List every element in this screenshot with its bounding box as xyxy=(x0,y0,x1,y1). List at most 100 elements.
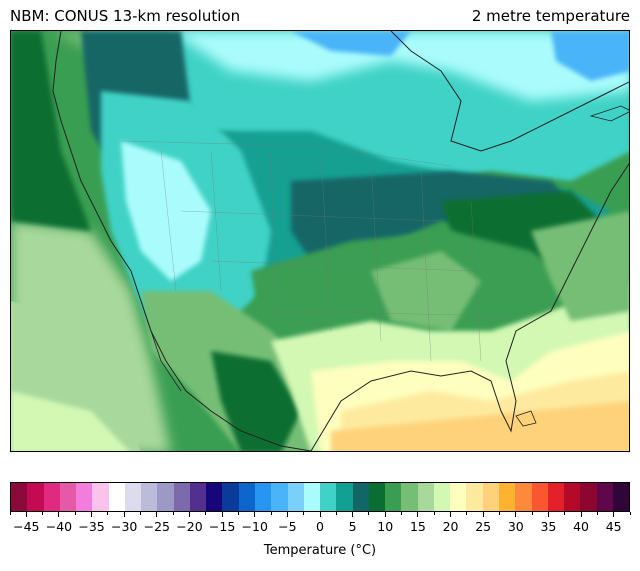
colorbar-swatch xyxy=(189,483,207,511)
colorbar-ticks: −45 −40 −35 −30 −25 −20 −15 −10 −5 0 5 10 15 20 25 30 35… xyxy=(9,512,631,536)
state-borders xyxy=(120,140,512,362)
map-canvas xyxy=(11,31,629,451)
mountain-snow-band xyxy=(121,141,211,281)
colorbar-tick xyxy=(433,512,435,515)
colorbar-swatch xyxy=(401,483,418,511)
colorbar-swatch xyxy=(173,483,190,511)
colorbar-tick-label: 10 xyxy=(377,519,394,534)
colorbar-tick xyxy=(531,512,533,515)
colorbar-tick xyxy=(417,512,419,517)
central-light-green-band xyxy=(371,251,481,331)
colorbar-tick xyxy=(254,512,256,517)
great-lakes-dark-band xyxy=(291,171,581,261)
colorbar-tick xyxy=(596,512,598,515)
colorbar-swatch xyxy=(43,483,60,511)
colorbar-tick-label: −40 xyxy=(45,519,73,534)
colorbar-tick xyxy=(107,512,109,515)
colorbar-swatch xyxy=(222,483,239,511)
colorbar-label: Temperature (°C) xyxy=(263,543,377,558)
colorbar-tick xyxy=(140,512,142,515)
colorbar-tick xyxy=(352,512,354,517)
atlantic-band xyxy=(531,211,629,321)
baja-coastline xyxy=(140,300,182,392)
colorbar-tick xyxy=(335,512,337,515)
colorbar-swatch xyxy=(92,483,109,511)
colorbar-swatch xyxy=(596,483,613,511)
colorbar-tick xyxy=(547,512,549,517)
colorbar-swatch xyxy=(466,483,483,511)
colorbar-tick xyxy=(221,512,223,517)
colorbar-tick xyxy=(205,512,207,515)
colorbar-swatch xyxy=(368,483,386,511)
colorbar-tick xyxy=(368,512,370,515)
colorbar-tick xyxy=(482,512,484,517)
colorbar-swatch xyxy=(59,483,77,511)
colorbar-swatch xyxy=(206,483,223,511)
colorbar-tick-label: −35 xyxy=(78,519,105,534)
colorbar-tick-label: 5 xyxy=(348,519,357,534)
colorbar-swatch xyxy=(433,483,451,511)
colorbar-swatch xyxy=(498,483,516,511)
colorbar-swatch xyxy=(287,483,304,511)
colorbar-tick xyxy=(564,512,566,515)
colorbar-swatch xyxy=(271,483,288,511)
island-outline xyxy=(589,105,629,122)
colorbar-tick xyxy=(286,512,288,517)
colorbar-tick xyxy=(237,512,239,515)
colorbar-tick xyxy=(172,512,174,515)
colorbar-swatch xyxy=(547,483,565,511)
gulf-warmest-band xyxy=(331,401,629,451)
colorbar-swatch xyxy=(108,483,125,511)
colorbar-tick xyxy=(91,512,93,517)
colorbar-tick xyxy=(384,512,386,517)
colorbar-tick-label: 15 xyxy=(409,519,426,534)
colorbar-swatch xyxy=(27,483,44,511)
colorbar-tick xyxy=(401,512,403,515)
colorbar-swatch xyxy=(157,483,174,511)
canada-blue-patch-2 xyxy=(551,31,629,81)
colorbar-tick xyxy=(450,512,452,517)
colorbar xyxy=(10,482,630,512)
colorbar-tick xyxy=(319,512,321,517)
cuba-outline xyxy=(515,410,537,427)
colorbar-tick xyxy=(9,512,11,515)
map-title: NBM: CONUS 13-km resolution xyxy=(10,7,241,25)
colorbar-swatch xyxy=(254,483,272,511)
colorbar-tick-label: 20 xyxy=(442,519,459,534)
colorbar-swatch xyxy=(417,483,434,511)
colorbar-tick-label: −15 xyxy=(208,519,236,534)
colorbar-swatch xyxy=(612,483,630,511)
colorbar-swatch xyxy=(238,483,255,511)
colorbar-tick xyxy=(25,512,27,517)
colorbar-tick-label: −10 xyxy=(241,519,268,534)
colorbar-swatch xyxy=(450,483,467,511)
gulf-atlantic-coastline xyxy=(310,163,629,451)
colorbar-tick xyxy=(466,512,468,515)
colorbar-tick xyxy=(123,512,125,517)
pacific-band-3 xyxy=(11,391,130,451)
colorbar-swatch xyxy=(124,483,142,511)
canada-coldest-band xyxy=(171,31,629,101)
colorbar-tick-label: −25 xyxy=(143,519,171,534)
colorbar-swatch xyxy=(482,483,499,511)
colorbar-tick-label: 0 xyxy=(316,519,324,534)
colorbar-swatch xyxy=(531,483,548,511)
colorbar-swatch xyxy=(515,483,532,511)
hudson-bay-coastline xyxy=(390,31,629,152)
colorbar-swatch xyxy=(564,483,581,511)
colorbar-tick xyxy=(42,512,44,515)
colorbar-swatch xyxy=(385,483,402,511)
colorbar-swatch xyxy=(11,483,28,511)
canada-blue-patch-1 xyxy=(291,31,411,56)
colorbar-tick xyxy=(58,512,60,517)
colorbar-tick xyxy=(303,512,305,515)
colorbar-tick xyxy=(188,512,190,517)
colorbar-tick-label: −5 xyxy=(278,519,297,534)
temperature-map xyxy=(10,30,630,452)
pacific-north-band xyxy=(11,31,91,231)
colorbar-tick xyxy=(156,512,158,517)
colorbar-tick-label: 25 xyxy=(475,519,492,534)
colorbar-tick-label: 40 xyxy=(573,519,589,534)
colorbar-tick-label: 35 xyxy=(540,519,557,534)
colorbar-tick-label: 30 xyxy=(507,519,524,534)
